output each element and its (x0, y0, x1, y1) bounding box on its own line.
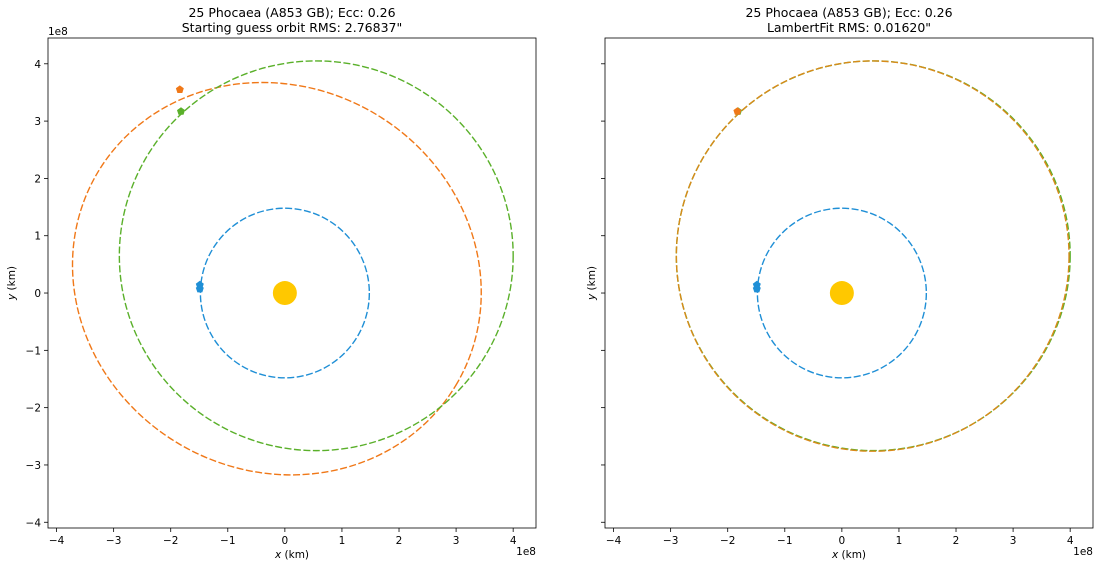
sun-marker (272, 281, 297, 306)
left-panel: 25 Phocaea (A853 GB); Ecc: 0.26 Starting… (6, 5, 537, 561)
y-tick-label: 0 (34, 288, 41, 300)
x-tick-label: −4 (606, 535, 622, 547)
right-panel: 25 Phocaea (A853 GB); Ecc: 0.26 LambertF… (586, 5, 1094, 561)
right-plot-area (675, 60, 1071, 452)
x-tick-label: −3 (663, 535, 678, 547)
sun-marker (829, 281, 854, 306)
right-x-axis-label: x (km) (831, 549, 866, 561)
earth-marker-2 (752, 284, 761, 293)
x-tick-label: −4 (49, 535, 65, 547)
y-tick-label: 3 (34, 116, 41, 128)
left-title-line1: 25 Phocaea (A853 GB); Ecc: 0.26 (188, 5, 395, 20)
left-plot-area (71, 60, 514, 476)
earth-orbit (199, 207, 371, 379)
y-tick-label: −4 (26, 517, 42, 529)
true-orbit (118, 60, 514, 452)
initial-marker (175, 85, 184, 93)
left-y-offset-label: 1e8 (48, 26, 68, 38)
left-x-offset-label: 1e8 (516, 546, 536, 558)
x-tick-label: 4 (1067, 535, 1074, 547)
y-tick-label: 1 (34, 231, 41, 243)
fitted-marker (733, 107, 742, 115)
y-tick-label: −2 (26, 403, 41, 415)
x-tick-label: −3 (106, 535, 121, 547)
x-tick-label: 2 (396, 535, 403, 547)
x-tick-label: 3 (1010, 535, 1017, 547)
y-tick-label: −1 (26, 345, 41, 357)
left-axes-frame (47, 37, 537, 529)
earth-marker-2 (195, 284, 204, 293)
right-title-line2: LambertFit RMS: 0.01620" (767, 20, 931, 35)
x-tick-label: 3 (453, 535, 460, 547)
fitted-orbit (675, 60, 1070, 452)
earth-orbit (756, 207, 928, 379)
true-orbit (675, 60, 1071, 452)
x-tick-label: 1 (896, 535, 903, 547)
right-title-line1: 25 Phocaea (A853 GB); Ecc: 0.26 (745, 5, 952, 20)
x-tick-label: 0 (839, 535, 846, 547)
x-tick-label: −1 (220, 535, 235, 547)
right-axes-frame (604, 37, 1094, 529)
x-tick-label: 4 (510, 535, 517, 547)
left-y-axis-label: y (km) (6, 266, 18, 301)
x-tick-label: 0 (282, 535, 289, 547)
x-tick-label: −2 (163, 535, 178, 547)
y-tick-label: 2 (34, 173, 41, 185)
x-tick-label: −2 (720, 535, 735, 547)
y-tick-label: −3 (26, 460, 41, 472)
right-x-offset-label: 1e8 (1073, 546, 1093, 558)
initial-orbit (71, 81, 482, 476)
x-tick-label: 2 (953, 535, 960, 547)
right-y-axis-label: y (km) (586, 266, 598, 301)
true-marker (177, 107, 185, 115)
y-tick-label: 4 (34, 59, 41, 71)
left-x-axis-label: x (km) (274, 549, 309, 561)
left-title-line2: Starting guess orbit RMS: 2.76837" (182, 20, 402, 35)
x-tick-label: −1 (777, 535, 792, 547)
x-tick-label: 1 (339, 535, 346, 547)
